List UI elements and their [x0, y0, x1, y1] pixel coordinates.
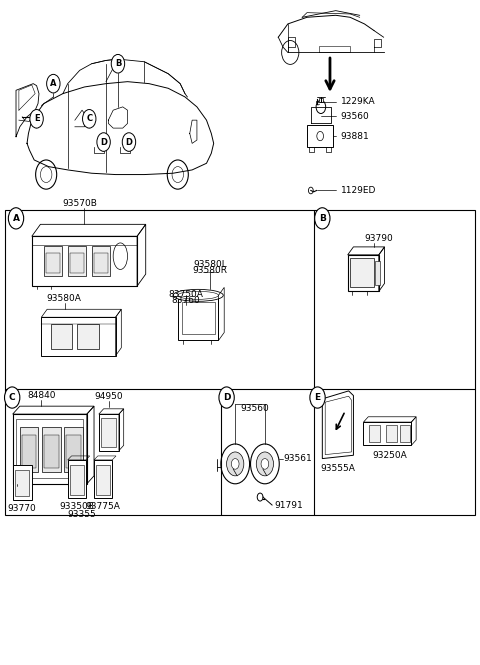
Circle shape — [172, 167, 183, 182]
Circle shape — [8, 207, 24, 229]
Text: 1229KA: 1229KA — [340, 97, 375, 106]
Bar — [14, 470, 29, 496]
Text: 83750A: 83750A — [168, 290, 204, 299]
Bar — [375, 261, 380, 285]
Text: D: D — [125, 138, 132, 146]
Circle shape — [97, 133, 110, 152]
Circle shape — [83, 110, 96, 128]
Bar — [12, 465, 32, 499]
Bar — [94, 253, 108, 273]
Circle shape — [309, 187, 313, 194]
Bar — [70, 465, 84, 495]
Bar — [64, 427, 83, 472]
Text: 83760: 83760 — [172, 297, 201, 305]
Circle shape — [111, 55, 125, 73]
Circle shape — [282, 41, 299, 65]
Text: 93570B: 93570B — [62, 199, 97, 207]
Bar — [70, 253, 84, 273]
Bar — [68, 460, 86, 498]
Text: D: D — [100, 138, 107, 146]
Text: 93555A: 93555A — [321, 464, 355, 473]
Circle shape — [317, 132, 324, 141]
Circle shape — [256, 452, 274, 476]
Bar — [20, 427, 38, 472]
Circle shape — [315, 207, 330, 229]
Text: 93580R: 93580R — [192, 267, 228, 275]
Text: 1129ED: 1129ED — [340, 186, 376, 195]
Circle shape — [40, 167, 52, 182]
Text: B: B — [319, 214, 326, 223]
Text: E: E — [314, 393, 321, 402]
Circle shape — [221, 444, 250, 484]
Bar — [350, 258, 374, 287]
Text: 94950: 94950 — [95, 392, 123, 401]
Text: 93560: 93560 — [240, 404, 269, 412]
Circle shape — [167, 160, 188, 189]
Text: E: E — [34, 114, 39, 123]
Text: C: C — [86, 114, 92, 123]
Text: 91791: 91791 — [275, 501, 303, 509]
Circle shape — [36, 160, 57, 189]
Text: 93790: 93790 — [364, 234, 393, 243]
Bar — [94, 460, 112, 498]
Bar — [12, 414, 87, 484]
Circle shape — [4, 387, 20, 408]
Text: 93580A: 93580A — [46, 294, 81, 303]
Circle shape — [47, 74, 60, 93]
Circle shape — [257, 493, 263, 501]
Text: 93561: 93561 — [283, 454, 312, 463]
Bar — [307, 126, 333, 147]
Bar — [16, 420, 83, 479]
Bar — [92, 246, 110, 276]
Bar — [101, 418, 116, 447]
Bar — [5, 209, 475, 515]
Text: 93250A: 93250A — [372, 451, 407, 460]
Bar — [44, 246, 62, 276]
Bar — [22, 435, 36, 468]
Text: 93560: 93560 — [340, 112, 369, 120]
Bar — [386, 426, 397, 442]
Circle shape — [30, 110, 43, 128]
Bar — [41, 317, 116, 356]
Circle shape — [219, 387, 234, 408]
Bar — [66, 435, 81, 468]
Text: 93770: 93770 — [8, 503, 36, 513]
Bar — [348, 255, 379, 291]
Text: 93355: 93355 — [68, 510, 96, 519]
Bar — [68, 246, 86, 276]
Text: 93350B: 93350B — [60, 502, 94, 511]
Text: C: C — [9, 393, 15, 402]
Bar — [400, 426, 410, 442]
Bar — [99, 414, 119, 451]
Circle shape — [227, 452, 244, 476]
Text: A: A — [12, 214, 20, 223]
Text: 93881: 93881 — [340, 132, 369, 140]
Bar — [32, 236, 137, 286]
Bar — [369, 426, 380, 442]
Circle shape — [261, 459, 269, 469]
Bar — [363, 422, 411, 446]
Bar — [51, 324, 72, 349]
Circle shape — [316, 100, 325, 114]
Text: 93775A: 93775A — [85, 502, 120, 511]
Text: D: D — [223, 393, 230, 402]
Bar — [44, 435, 59, 468]
Bar — [181, 302, 215, 334]
Bar — [77, 324, 99, 349]
Text: B: B — [115, 59, 121, 68]
Circle shape — [251, 444, 279, 484]
Text: 93580L: 93580L — [193, 260, 227, 269]
Bar — [319, 98, 323, 102]
Circle shape — [122, 133, 136, 152]
Text: 84840: 84840 — [27, 390, 56, 400]
Text: A: A — [50, 79, 57, 88]
Bar — [178, 295, 218, 340]
Bar — [46, 253, 60, 273]
Circle shape — [231, 459, 239, 469]
Bar — [96, 465, 110, 495]
Circle shape — [310, 387, 325, 408]
Ellipse shape — [173, 289, 223, 301]
Bar — [42, 427, 60, 472]
